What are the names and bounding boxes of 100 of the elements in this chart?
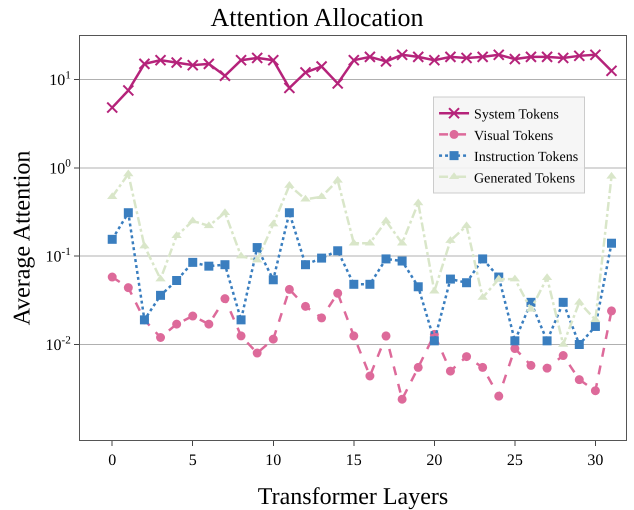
point xyxy=(526,360,536,370)
point xyxy=(349,331,358,340)
point xyxy=(332,77,344,90)
point xyxy=(510,336,520,346)
point xyxy=(414,282,423,292)
chart-title: Attention Allocation xyxy=(210,2,424,32)
point xyxy=(524,50,537,63)
point xyxy=(156,333,166,342)
legend-label: Instruction Tokens xyxy=(474,150,578,166)
point xyxy=(333,288,342,298)
point xyxy=(138,58,150,70)
point xyxy=(252,243,262,252)
x-tick-label: 25 xyxy=(506,452,523,470)
point xyxy=(124,208,133,218)
point xyxy=(574,298,584,305)
point xyxy=(317,254,326,263)
point xyxy=(316,60,328,72)
point xyxy=(590,386,600,396)
point xyxy=(478,362,488,372)
point xyxy=(607,238,616,248)
y-tick-label: 10$^{-1}$ xyxy=(45,246,71,266)
point xyxy=(574,340,584,349)
point xyxy=(202,58,215,70)
point xyxy=(220,260,230,270)
point xyxy=(348,54,360,66)
point xyxy=(413,198,424,206)
point xyxy=(154,54,167,66)
point xyxy=(235,54,248,66)
x-tick-label: 30 xyxy=(587,452,604,470)
point xyxy=(573,50,586,62)
point xyxy=(476,50,489,63)
point xyxy=(220,294,230,304)
point xyxy=(349,280,358,289)
point xyxy=(122,84,134,96)
point xyxy=(430,336,439,346)
point xyxy=(382,331,391,340)
legend-label: Visual Tokens xyxy=(474,128,554,144)
y-tick-label: 10$^{0}$ xyxy=(49,158,72,178)
point xyxy=(156,290,166,300)
legend-label: Generated Tokens xyxy=(474,171,576,186)
x-tick-label: 15 xyxy=(346,452,362,470)
point xyxy=(558,298,568,307)
point xyxy=(268,275,278,284)
point xyxy=(300,260,310,270)
point xyxy=(204,320,214,329)
point xyxy=(446,366,455,376)
point xyxy=(284,284,294,294)
point xyxy=(557,52,570,64)
point xyxy=(333,246,342,256)
point xyxy=(574,375,584,384)
point xyxy=(542,364,552,373)
point xyxy=(398,256,407,266)
point xyxy=(382,254,391,264)
y-tick-label: 10$^{1}$ xyxy=(49,69,71,90)
point xyxy=(541,50,554,63)
point xyxy=(492,48,505,61)
y-tick-label: 10$^{-2}$ xyxy=(45,334,71,354)
point xyxy=(284,208,294,218)
x-tick-label: 5 xyxy=(188,452,197,470)
point xyxy=(396,48,408,61)
x-tick-label: 20 xyxy=(426,452,442,470)
y-axis-title: Average Attention xyxy=(10,150,36,326)
point xyxy=(124,283,133,292)
x-axis-title: Transformer Layers xyxy=(258,484,448,510)
point xyxy=(398,394,407,404)
point xyxy=(218,70,231,82)
point xyxy=(412,50,424,63)
point xyxy=(332,176,343,183)
point xyxy=(170,56,183,69)
point xyxy=(462,278,472,288)
point xyxy=(606,64,618,77)
legend-label: System Tokens xyxy=(474,108,559,123)
point xyxy=(478,254,488,264)
point xyxy=(188,216,198,224)
point xyxy=(236,331,246,340)
x-tick-label: 10 xyxy=(265,452,282,470)
point xyxy=(106,102,118,114)
point xyxy=(251,52,264,64)
point xyxy=(236,315,246,324)
point xyxy=(300,302,310,311)
point xyxy=(188,258,198,267)
point xyxy=(508,53,521,66)
point xyxy=(365,280,374,289)
point xyxy=(108,234,117,244)
point xyxy=(428,54,440,66)
point xyxy=(317,313,326,322)
point xyxy=(607,306,616,316)
point xyxy=(460,52,473,64)
point xyxy=(283,82,296,94)
point xyxy=(590,322,600,331)
point xyxy=(444,50,456,63)
point xyxy=(268,334,278,344)
point xyxy=(446,274,455,284)
point xyxy=(380,55,392,68)
point xyxy=(186,59,199,72)
point xyxy=(172,320,182,329)
point xyxy=(364,50,376,63)
x-tick-label: 0 xyxy=(108,452,116,470)
point xyxy=(252,348,262,358)
point xyxy=(365,372,374,380)
